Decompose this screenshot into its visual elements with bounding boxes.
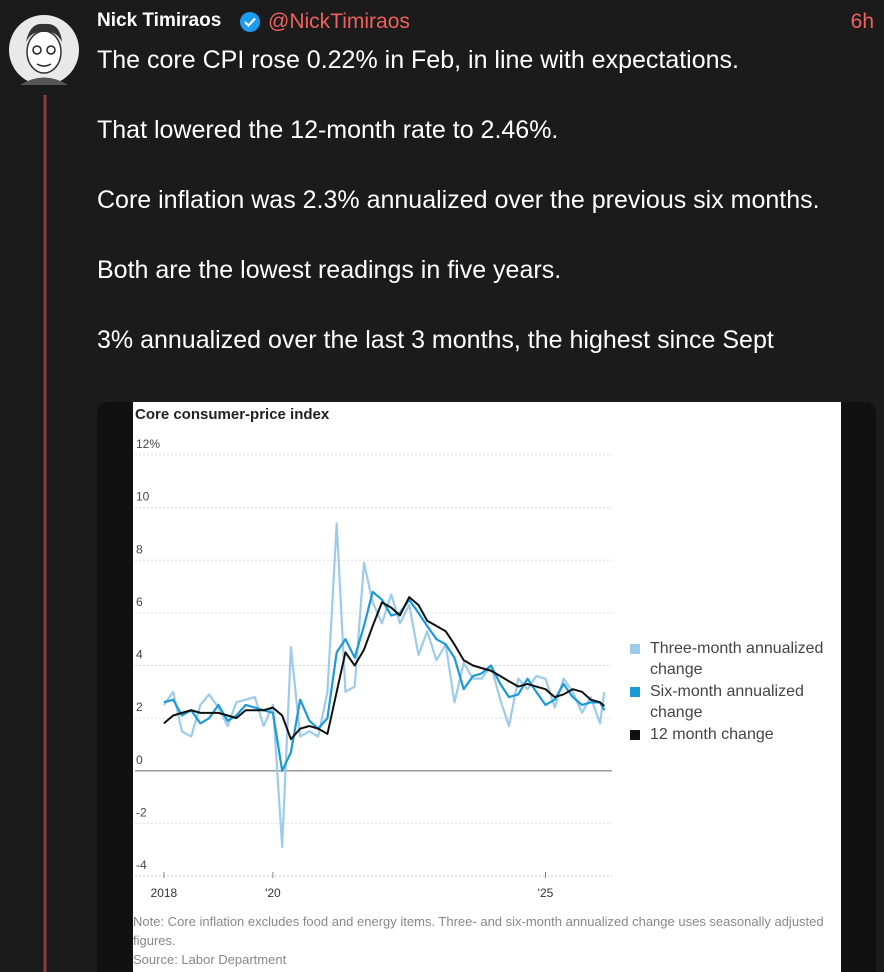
y-tick-label: 12% [136,437,160,451]
legend-label: 12 month change [650,726,774,743]
y-tick-label: 10 [136,490,150,504]
author-handle[interactable]: @NickTimiraos [268,10,410,33]
y-tick-label: 4 [136,648,143,662]
tweet-paragraph: That lowered the 12-month rate to 2.46%. [97,116,559,144]
y-tick-label: 2 [136,700,143,714]
verified-badge [240,12,260,32]
tweet-paragraph: Core inflation was 2.3% annualized over … [97,186,820,214]
timestamp[interactable]: 6h [850,10,874,33]
y-tick-label: -4 [136,858,147,872]
legend-label: Three-month annualized change [650,640,824,678]
x-tick-label: '20 [265,886,281,900]
series-line [163,590,606,772]
legend-item: 12 month change [630,724,840,745]
tweet-body: The core CPI rose 0.22% in Feb, in line … [97,43,837,358]
legend-swatch [630,730,640,740]
chart-source: Source: Labor Department [133,952,287,967]
x-tick-label: '25 [538,886,554,900]
chart-notes: Note: Core inflation excludes food and e… [133,912,833,969]
legend-swatch [630,644,640,654]
chart-background [133,402,841,972]
x-tick-label: 2018 [151,886,178,900]
y-tick-label: 6 [136,595,143,609]
tweet-paragraph: The core CPI rose 0.22% in Feb, in line … [97,46,739,74]
avatar[interactable] [9,15,79,85]
legend-label: Six-month annualized change [650,683,804,721]
y-tick-label: -2 [136,805,147,819]
legend: Three-month annualized change Six-month a… [630,638,840,746]
y-tick-label: 8 [136,542,143,556]
chart-note: Note: Core inflation excludes food and e… [133,914,824,948]
plot: -4 -2 0 2 4 6 8 10 12% 2018 '20 '25 [135,437,612,900]
author-name[interactable]: Nick Timiraos [97,10,222,31]
legend-item: Three-month annualized change [630,638,840,680]
legend-swatch [630,687,640,697]
series-line [163,596,606,741]
tweet-paragraph: 3% annualized over the last 3 months, th… [97,326,774,354]
legend-item: Six-month annualized change [630,681,840,723]
chart-title: Core consumer-price index [135,406,330,423]
y-tick-label: 0 [136,753,143,767]
tweet-paragraph: Both are the lowest readings in five yea… [97,256,562,284]
